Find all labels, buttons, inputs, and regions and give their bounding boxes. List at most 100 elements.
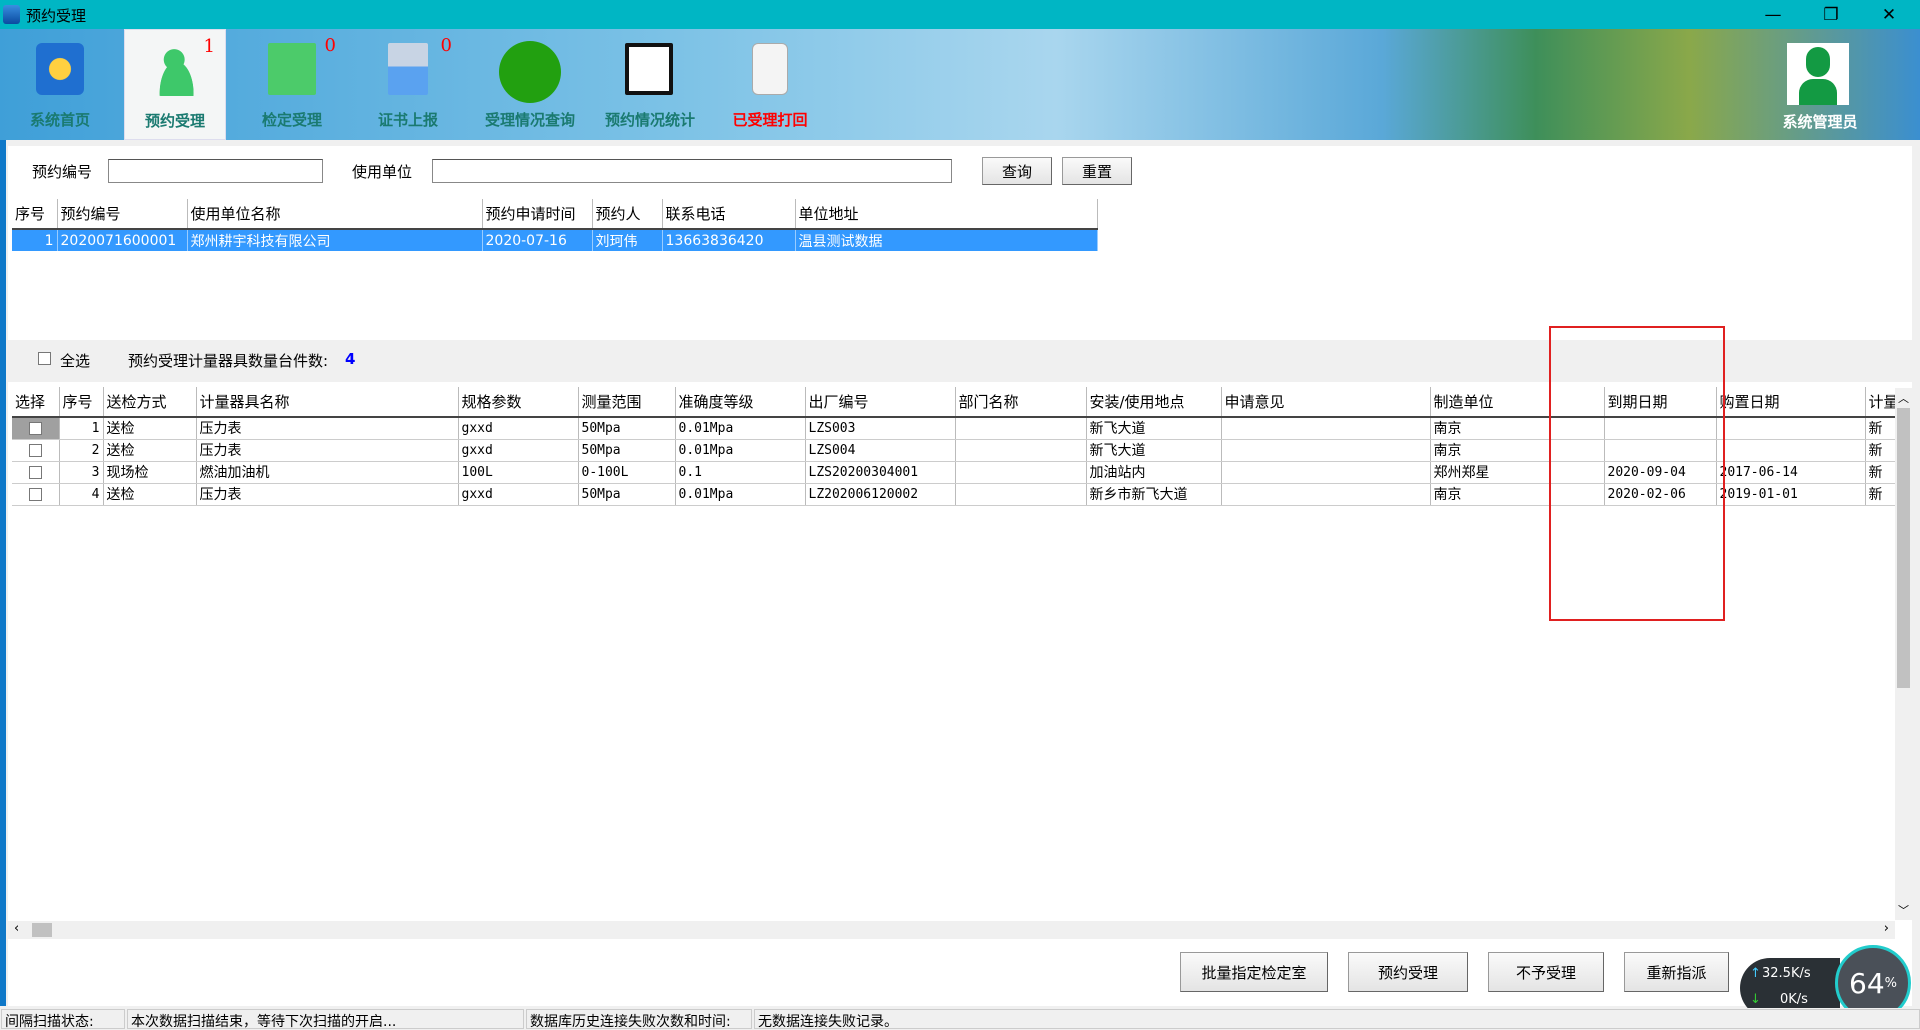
col-header[interactable]: 预约编号 — [57, 199, 188, 230]
table-row[interactable]: 2 送检 压力表 gxxd 50Mpa 0.01Mpa LZS004 新飞大道 南京 新 — [12, 439, 1895, 462]
horizontal-scrollbar[interactable]: ‹ › — [8, 921, 1895, 939]
nav-query[interactable]: 受理情况查询 — [475, 29, 585, 140]
cell: 新 — [1865, 439, 1895, 462]
cell: 燃油加油机 — [196, 461, 459, 484]
accept-booking-button[interactable]: 预约受理 — [1348, 952, 1468, 992]
cell: 2019-01-01 — [1716, 483, 1866, 506]
col-header[interactable]: 计量器具名称 — [196, 387, 459, 418]
nav-certificate[interactable]: 0 证书上报 — [354, 29, 462, 140]
booking-no-input[interactable] — [108, 159, 323, 183]
cell: gxxd — [458, 417, 579, 440]
row-checkbox[interactable] — [28, 443, 42, 457]
col-header[interactable]: 选择 — [12, 387, 60, 418]
row-select-cell[interactable] — [12, 483, 60, 506]
scroll-left-icon[interactable]: ‹ — [14, 921, 20, 936]
download-speed: 0K/s — [1780, 992, 1808, 1007]
reset-button[interactable]: 重置 — [1062, 157, 1132, 185]
badge: 0 — [440, 35, 452, 56]
cell — [1716, 417, 1866, 440]
document-reject-icon — [752, 43, 788, 95]
usage-percent: 64 — [1849, 966, 1885, 1000]
booking-no-label: 预约编号 — [32, 163, 93, 181]
close-button[interactable]: ✕ — [1881, 4, 1897, 25]
col-header[interactable]: 联系电话 — [662, 199, 796, 230]
col-header[interactable]: 预约人 — [592, 199, 663, 230]
nav-returned[interactable]: 已受理打回 — [716, 29, 824, 140]
cell: 0-100L — [578, 461, 676, 484]
cell — [955, 439, 1087, 462]
col-header[interactable]: 单位地址 — [795, 199, 1098, 230]
count-label: 预约受理计量器具数量台件数: — [128, 352, 329, 370]
cell: 压力表 — [196, 483, 459, 506]
count-value: 4 — [345, 350, 356, 368]
cell: 南京 — [1430, 439, 1605, 462]
minimize-button[interactable]: — — [1764, 4, 1782, 25]
col-header[interactable]: 出厂编号 — [805, 387, 956, 418]
restore-button[interactable]: ❐ — [1823, 4, 1839, 25]
upload-speed: 32.5K/s — [1762, 966, 1811, 981]
nav-statistics[interactable]: 预约情况统计 — [595, 29, 705, 140]
col-header[interactable]: 安装/使用地点 — [1086, 387, 1222, 418]
cell: 0.01Mpa — [675, 439, 806, 462]
select-all-label[interactable]: 全选 — [60, 352, 91, 370]
cell: 郑州郑星 — [1430, 461, 1605, 484]
col-header[interactable]: 规格参数 — [458, 387, 579, 418]
col-header[interactable]: 到期日期 — [1604, 387, 1717, 418]
unit-label: 使用单位 — [352, 163, 413, 181]
vertical-scroll-thumb[interactable] — [1897, 408, 1910, 688]
row-checkbox[interactable] — [28, 421, 42, 435]
cell: 4 — [59, 483, 104, 506]
cell: 郑州耕宇科技有限公司 — [187, 229, 483, 251]
user-avatar-icon — [1787, 43, 1849, 105]
horizontal-scroll-thumb[interactable] — [32, 923, 52, 937]
cell: 新 — [1865, 483, 1895, 506]
batch-assign-button[interactable]: 批量指定检定室 — [1180, 952, 1328, 992]
nav-label: 证书上报 — [377, 111, 438, 129]
col-header[interactable]: 使用单位名称 — [187, 199, 483, 230]
db-status-value: 无数据连接失败记录。 — [754, 1009, 1920, 1029]
table-row[interactable]: 3 现场检 燃油加油机 100L 0-100L 0.1 LZS20200304001 加油站内… — [12, 461, 1895, 484]
cell: 2 — [59, 439, 104, 462]
app-icon — [3, 5, 20, 24]
scroll-right-icon[interactable]: › — [1883, 921, 1889, 936]
col-header[interactable]: 部门名称 — [955, 387, 1087, 418]
col-header[interactable]: 送检方式 — [103, 387, 197, 418]
col-header[interactable]: 测量范围 — [578, 387, 676, 418]
nav-verification[interactable]: 0 检定受理 — [238, 29, 346, 140]
cell: 100L — [458, 461, 579, 484]
reassign-button[interactable]: 重新指派 — [1624, 952, 1729, 992]
cell — [1221, 461, 1431, 484]
query-button[interactable]: 查询 — [982, 157, 1052, 185]
scroll-up-icon[interactable]: ︿ — [1898, 392, 1909, 405]
upload-icon — [388, 43, 428, 95]
unit-input[interactable] — [432, 159, 952, 183]
col-header[interactable]: 申请意见 — [1221, 387, 1431, 418]
cell — [1716, 439, 1866, 462]
table-row[interactable]: 1 送检 压力表 gxxd 50Mpa 0.01Mpa LZS003 新飞大道 南京 新 — [12, 417, 1895, 440]
col-header[interactable]: 购置日期 — [1716, 387, 1866, 418]
row-checkbox[interactable] — [28, 487, 42, 501]
row-select-cell[interactable] — [12, 439, 60, 462]
col-header[interactable]: 序号 — [59, 387, 104, 418]
device-table: 选择 序号 送检方式 计量器具名称 规格参数 测量范围 准确度等级 出厂编号 部门名称 安装/使用… — [12, 387, 1895, 506]
col-header[interactable]: 序号 — [12, 199, 58, 230]
reject-button[interactable]: 不予受理 — [1488, 952, 1604, 992]
cell — [955, 417, 1087, 440]
col-header[interactable]: 计量 — [1865, 387, 1895, 418]
col-header[interactable]: 预约申请时间 — [482, 199, 593, 230]
cell: 50Mpa — [578, 439, 676, 462]
row-select-cell[interactable] — [12, 417, 60, 440]
select-all-checkbox[interactable] — [38, 352, 51, 365]
nav-home[interactable]: 系统首页 — [6, 29, 114, 140]
nav-booking[interactable]: 1 预约受理 — [124, 29, 226, 140]
scroll-down-icon[interactable]: ﹀ — [1898, 904, 1909, 917]
cell — [1221, 483, 1431, 506]
col-header[interactable]: 制造单位 — [1430, 387, 1605, 418]
row-select-cell[interactable] — [12, 461, 60, 484]
col-header[interactable]: 准确度等级 — [675, 387, 806, 418]
row-checkbox[interactable] — [28, 465, 42, 479]
table-row[interactable]: 4 送检 压力表 gxxd 50Mpa 0.01Mpa LZ202006120002 新乡市新… — [12, 483, 1895, 506]
user-profile[interactable]: 系统管理员 — [1770, 29, 1870, 140]
chart-icon — [625, 43, 673, 95]
table-row[interactable]: 1 2020071600001 郑州耕宇科技有限公司 2020-07-16 刘珂… — [12, 229, 1098, 251]
